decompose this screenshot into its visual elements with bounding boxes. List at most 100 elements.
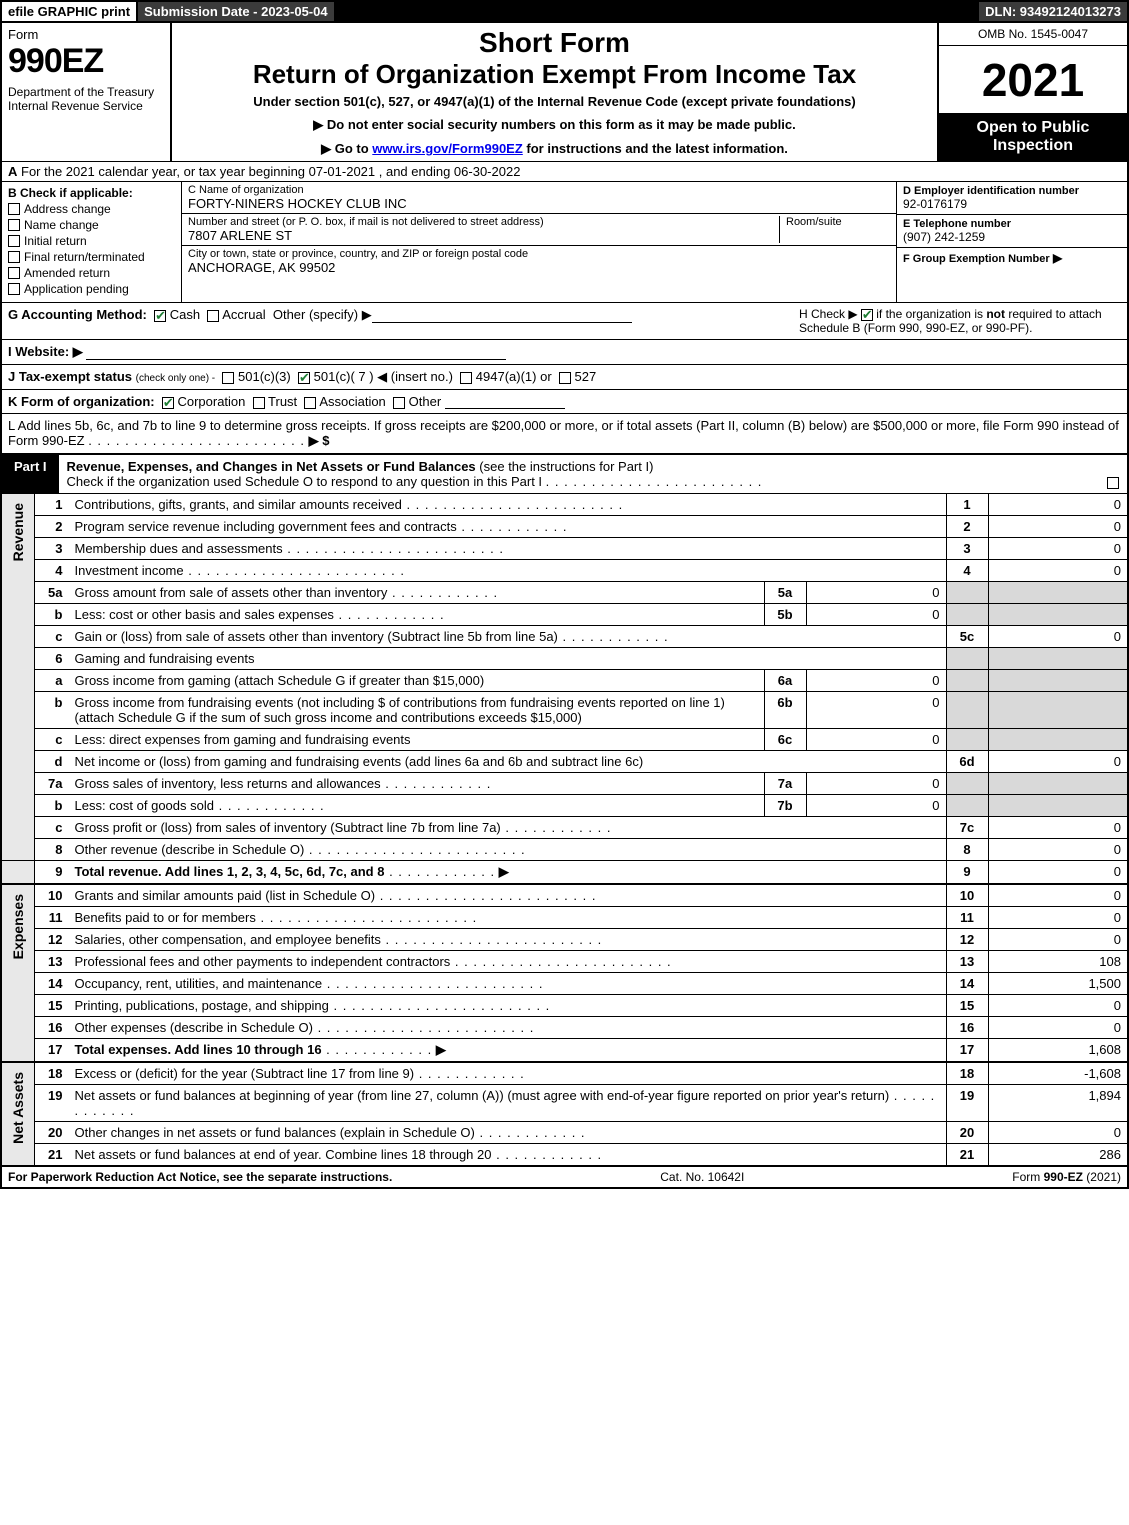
line-number: b — [35, 795, 69, 817]
form-number-block: Form 990EZ — [8, 27, 164, 81]
amount-label: 18 — [946, 1062, 988, 1085]
dots — [558, 629, 669, 644]
amount-value: 0 — [988, 751, 1128, 773]
dots — [322, 1042, 433, 1057]
line-number: b — [35, 692, 69, 729]
amount-value: 0 — [988, 817, 1128, 839]
k-trust: Trust — [268, 394, 297, 409]
footer-right: Form 990-EZ (2021) — [1012, 1170, 1121, 1184]
chk-association[interactable] — [304, 397, 316, 409]
dots — [313, 1020, 534, 1035]
room-label: Room/suite — [786, 216, 890, 228]
chk-schedule-o[interactable] — [1107, 477, 1119, 489]
chk-final-return[interactable]: Final return/terminated — [8, 250, 175, 264]
checkbox-icon — [8, 283, 20, 295]
desc-text: Less: cost of goods sold — [75, 798, 214, 813]
grey-cell — [946, 795, 988, 817]
line-a: A For the 2021 calendar year, or tax yea… — [0, 161, 1129, 181]
street-cell: Number and street (or P. O. box, if mail… — [182, 214, 896, 246]
chk-amended-return[interactable]: Amended return — [8, 266, 175, 280]
chk-4947[interactable] — [460, 372, 472, 384]
chk-other-org[interactable] — [393, 397, 405, 409]
checkbox-icon — [8, 219, 20, 231]
row-3: 3 Membership dues and assessments 3 0 — [1, 538, 1128, 560]
inner-box-label: 6a — [764, 670, 806, 692]
row-8: 8 Other revenue (describe in Schedule O)… — [1, 839, 1128, 861]
col-c: C Name of organization FORTY-NINERS HOCK… — [182, 182, 897, 302]
group-exemption-cell: F Group Exemption Number ▶ — [897, 248, 1127, 268]
desc-text: Gain or (loss) from sale of assets other… — [75, 629, 558, 644]
netassets-tab: Net Assets — [1, 1062, 35, 1165]
chk-accrual[interactable] — [207, 310, 219, 322]
amount-value: 0 — [988, 861, 1128, 884]
row-6b: b Gross income from fundraising events (… — [1, 692, 1128, 729]
dots — [329, 998, 550, 1013]
desc-text: Net assets or fund balances at beginning… — [75, 1088, 890, 1103]
chk-corporation[interactable] — [162, 397, 174, 409]
line-desc: Net assets or fund balances at beginning… — [69, 1085, 947, 1122]
revenue-table: Revenue 1 Contributions, gifts, grants, … — [0, 493, 1129, 883]
amount-label: 14 — [946, 973, 988, 995]
row-2: 2 Program service revenue including gove… — [1, 516, 1128, 538]
row-20: 20 Other changes in net assets or fund b… — [1, 1122, 1128, 1144]
row-5a: 5a Gross amount from sale of assets othe… — [1, 582, 1128, 604]
website-input[interactable] — [86, 359, 506, 360]
chk-501c[interactable] — [298, 372, 310, 384]
line-desc: Printing, publications, postage, and shi… — [69, 995, 947, 1017]
dots — [475, 1125, 586, 1140]
goto-note: ▶ Go to www.irs.gov/Form990EZ for instru… — [180, 141, 929, 157]
desc-text: Salaries, other compensation, and employ… — [75, 932, 381, 947]
line-number: d — [35, 751, 69, 773]
row-7c: c Gross profit or (loss) from sales of i… — [1, 817, 1128, 839]
amount-label: 21 — [946, 1144, 988, 1166]
header-right: OMB No. 1545-0047 2021 Open to Public In… — [937, 23, 1127, 161]
chk-name-change[interactable]: Name change — [8, 218, 175, 232]
line-desc: Program service revenue including govern… — [69, 516, 947, 538]
j-opt4: 527 — [575, 369, 597, 384]
header-left: Form 990EZ Department of the Treasury In… — [2, 23, 172, 161]
grey-cell — [988, 648, 1128, 670]
desc-text: Less: cost or other basis and sales expe… — [75, 607, 334, 622]
chk-address-change[interactable]: Address change — [8, 202, 175, 216]
line-desc: Other expenses (describe in Schedule O) — [69, 1017, 947, 1039]
line-number: 12 — [35, 929, 69, 951]
dln-label: DLN: 93492124013273 — [985, 4, 1121, 19]
k-other-input[interactable] — [445, 408, 565, 409]
line-desc: Benefits paid to or for members — [69, 907, 947, 929]
line-number: c — [35, 626, 69, 648]
chk-initial-return[interactable]: Initial return — [8, 234, 175, 248]
amount-label: 17 — [946, 1039, 988, 1062]
inner-box-label: 7b — [764, 795, 806, 817]
line-desc: Investment income — [69, 560, 947, 582]
footer-right-suf: (2021) — [1083, 1170, 1121, 1184]
chk-trust[interactable] — [253, 397, 265, 409]
chk-501c3[interactable] — [222, 372, 234, 384]
line-desc: Gaming and fundraising events — [69, 648, 947, 670]
ein-value: 92-0176179 — [903, 197, 1121, 211]
chk-527[interactable] — [559, 372, 571, 384]
row-6: 6 Gaming and fundraising events — [1, 648, 1128, 670]
inner-box-value: 0 — [806, 692, 946, 729]
line-desc: Gross income from gaming (attach Schedul… — [69, 670, 765, 692]
footer-left-text: For Paperwork Reduction Act Notice, see … — [8, 1170, 392, 1184]
submission-date-label: Submission Date - 2023-05-04 — [144, 4, 328, 19]
line-desc: Net assets or fund balances at end of ye… — [69, 1144, 947, 1166]
desc-text: Membership dues and assessments — [75, 541, 283, 556]
line-number: 18 — [35, 1062, 69, 1085]
amount-label: 5c — [946, 626, 988, 648]
row-10: Expenses 10 Grants and similar amounts p… — [1, 884, 1128, 907]
row-4: 4 Investment income 4 0 — [1, 560, 1128, 582]
part-i-title-bold: Revenue, Expenses, and Changes in Net As… — [67, 459, 476, 474]
street-value: 7807 ARLENE ST — [188, 228, 773, 243]
line-desc: Gross sales of inventory, less returns a… — [69, 773, 765, 795]
amount-label: 13 — [946, 951, 988, 973]
g-other-input[interactable] — [372, 322, 632, 323]
chk-application-pending[interactable]: Application pending — [8, 282, 175, 296]
form-header: Form 990EZ Department of the Treasury In… — [0, 23, 1129, 161]
row-1: Revenue 1 Contributions, gifts, grants, … — [1, 494, 1128, 516]
efile-print[interactable]: efile GRAPHIC print — [2, 2, 136, 21]
chk-cash[interactable] — [154, 310, 166, 322]
form-number: 990EZ — [8, 42, 103, 80]
irs-link[interactable]: www.irs.gov/Form990EZ — [372, 141, 523, 156]
chk-schedule-b[interactable] — [861, 309, 873, 321]
